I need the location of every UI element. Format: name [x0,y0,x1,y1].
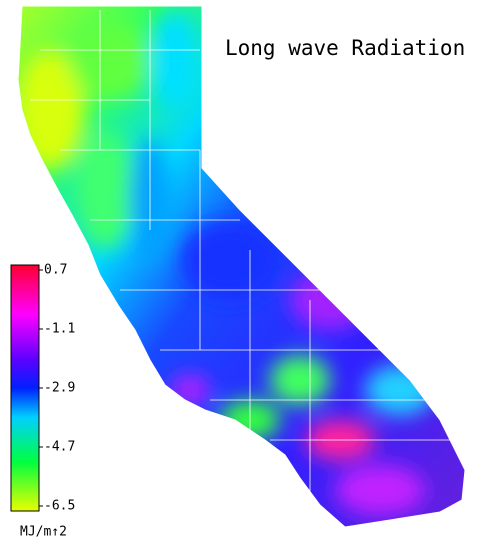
colorbar-tick-label: -1.1 [44,322,75,337]
colorbar-tick-label: 0.7 [44,263,67,278]
colorbar-tick-label: -4.7 [44,440,75,455]
map-title: Long wave Radiation [225,36,465,60]
colorbar-unit: MJ/m↑2 [20,525,67,540]
colorbar [10,264,40,512]
colorbar-tick-label: -2.9 [44,381,75,396]
colorbar-tick-label: -6.5 [44,499,75,514]
state-outline [17,5,466,528]
